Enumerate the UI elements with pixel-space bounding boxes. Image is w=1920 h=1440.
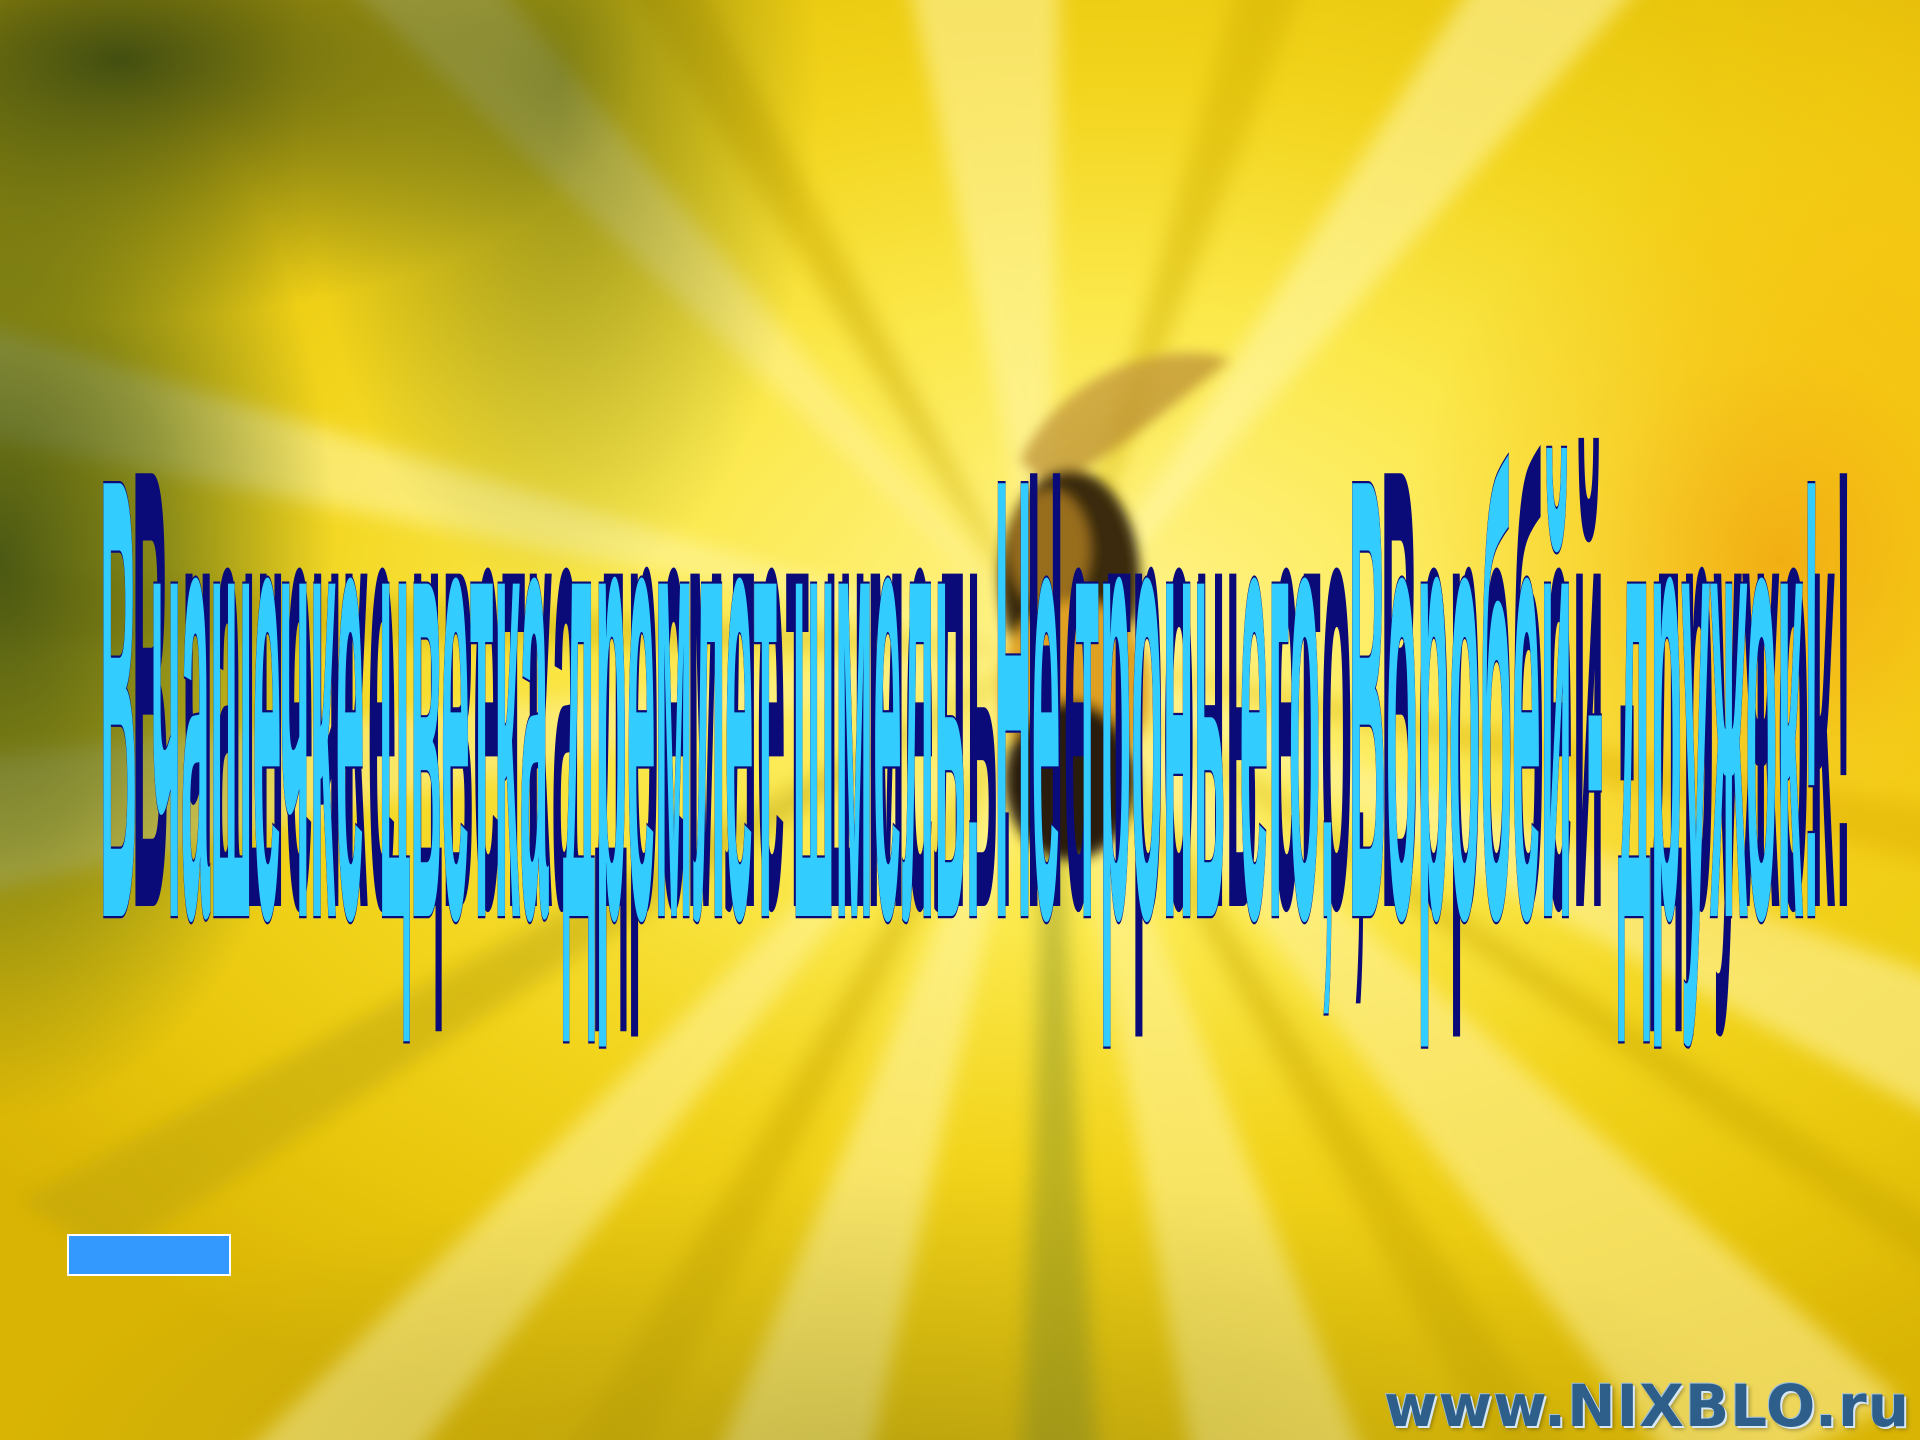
bumblebee-image (1000, 353, 1230, 860)
watermark: www.NIXBLO.ru (1384, 1372, 1910, 1440)
poem-title: В чашечке цветка дремлет шмель. Не тронь… (99, 250, 1852, 1280)
poem-title-text: В чашечке цветка дремлет шмель. Не тронь… (100, 347, 1820, 1054)
poem-title-shadow: В чашечке цветка дремлет шмель. Не тронь… (132, 337, 1852, 1044)
next-slide-button[interactable] (67, 1234, 231, 1276)
